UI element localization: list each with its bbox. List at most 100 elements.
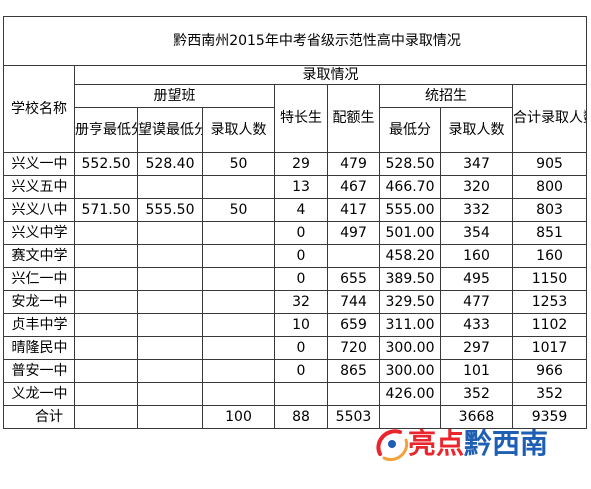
techang-count: 0	[274, 359, 328, 383]
table-row: 安龙一中 32 744 329.50 477 1253	[3, 290, 588, 314]
techang-count: 4	[274, 198, 328, 222]
header-peie: 配额生	[327, 84, 380, 153]
wangmo-min	[137, 336, 203, 360]
wangmo-min	[137, 267, 203, 291]
total-count: 851	[511, 221, 588, 245]
wangmo-min	[137, 244, 203, 268]
wangmo-min	[137, 221, 203, 245]
table-row: 兴仁一中 0 655 389.50 495 1150	[3, 267, 588, 291]
tongzhao-count: 433	[440, 313, 513, 337]
page-title: 黔西南州2015年中考省级示范性高中录取情况	[2, 16, 588, 66]
wangmo-min	[137, 175, 203, 199]
wangmo-min	[137, 290, 203, 314]
wangmo-min	[137, 359, 203, 383]
tongzhao-min: 329.50	[379, 290, 441, 314]
ceheng-min	[74, 336, 138, 360]
wangmo-min	[137, 382, 203, 406]
peie-count: 720	[327, 336, 380, 360]
tongzhao-min: 389.50	[379, 267, 441, 291]
table-row: 义龙一中 426.00 352 352	[3, 382, 588, 406]
school-name: 赛文中学	[3, 244, 75, 268]
total-count: 352	[511, 382, 588, 406]
table-row: 晴隆民中 0 720 300.00 297 1017	[3, 336, 588, 360]
school-name: 兴仁一中	[3, 267, 75, 291]
ceheng-min	[74, 382, 138, 406]
ceheng-min	[74, 175, 138, 199]
techang-count: 29	[274, 152, 328, 176]
total-count: 800	[511, 175, 588, 199]
tongzhao-count: 101	[440, 359, 513, 383]
cewang-count	[202, 359, 275, 383]
tongzhao-count: 160	[440, 244, 513, 268]
peie-count: 659	[327, 313, 380, 337]
tongzhao-min: 311.00	[379, 313, 441, 337]
tongzhao-count: 320	[440, 175, 513, 199]
cewang-count	[202, 175, 275, 199]
peie-count: 467	[327, 175, 380, 199]
header-school: 学校名称	[3, 65, 75, 153]
tongzhao-min: 300.00	[379, 359, 441, 383]
techang-count: 13	[274, 175, 328, 199]
table-row: 兴义一中 552.50 528.40 50 29 479 528.50 347 …	[3, 152, 588, 176]
tongzhao-min: 501.00	[379, 221, 441, 245]
table-row: 赛文中学 0 458.20 160 160	[3, 244, 588, 268]
watermark-text-part1: 亮点	[408, 427, 465, 460]
ceheng-min	[74, 290, 138, 314]
total-count: 1102	[511, 313, 588, 337]
tongzhao-count: 477	[440, 290, 513, 314]
table-row: 兴义五中 13 467 466.70 320 800	[3, 175, 588, 199]
cewang-count: 50	[202, 152, 275, 176]
tongzhao-min: 300.00	[379, 336, 441, 360]
cewang-count	[202, 382, 275, 406]
peie-count	[327, 382, 380, 406]
tongzhao-count: 354	[440, 221, 513, 245]
ceheng-min	[74, 267, 138, 291]
techang-count: 0	[274, 267, 328, 291]
school-name: 晴隆民中	[3, 336, 75, 360]
cewang-count	[202, 244, 275, 268]
total-count: 905	[511, 152, 588, 176]
ceheng-min	[74, 313, 138, 337]
tongzhao-count: 332	[440, 198, 513, 222]
tongzhao-count: 352	[440, 382, 513, 406]
tongzhao-min: 426.00	[379, 382, 441, 406]
header-tongzhao: 统招生	[379, 84, 513, 108]
total-count: 1017	[511, 336, 588, 360]
totals-tongzhao-count: 3668	[440, 405, 513, 429]
total-count: 803	[511, 198, 588, 222]
school-name: 兴义一中	[3, 152, 75, 176]
techang-count	[274, 382, 328, 406]
totals-total: 9359	[511, 405, 588, 429]
swirl-logo-icon	[376, 429, 409, 461]
techang-count: 0	[274, 221, 328, 245]
watermark-logo: 亮点黔西南	[372, 422, 582, 466]
table-row: 普安一中 0 865 300.00 101 966	[3, 359, 588, 383]
wangmo-min	[137, 313, 203, 337]
school-name: 义龙一中	[3, 382, 75, 406]
peie-count: 744	[327, 290, 380, 314]
school-name: 兴义八中	[3, 198, 75, 222]
tongzhao-min: 458.20	[379, 244, 441, 268]
header-admission: 录取情况	[73, 65, 588, 85]
school-name: 兴义五中	[3, 175, 75, 199]
peie-count: 655	[327, 267, 380, 291]
tongzhao-count: 297	[440, 336, 513, 360]
header-cewang-class: 册望班	[74, 84, 275, 108]
tongzhao-count: 495	[440, 267, 513, 291]
ceheng-min	[74, 221, 138, 245]
header-tongzhao-count: 录取人数	[440, 107, 513, 153]
techang-count: 32	[274, 290, 328, 314]
techang-count: 0	[274, 244, 328, 268]
peie-count: 497	[327, 221, 380, 245]
tongzhao-min: 528.50	[379, 152, 441, 176]
peie-count: 417	[327, 198, 380, 222]
table-row: 贞丰中学 10 659 311.00 433 1102	[3, 313, 588, 337]
peie-count	[327, 244, 380, 268]
header-total: 合计录取人数	[511, 84, 588, 153]
header-tongzhao-min: 最低分	[379, 107, 441, 153]
totals-cewang-count: 100	[202, 405, 275, 429]
techang-count: 0	[274, 336, 328, 360]
total-count: 160	[511, 244, 588, 268]
peie-count: 865	[327, 359, 380, 383]
